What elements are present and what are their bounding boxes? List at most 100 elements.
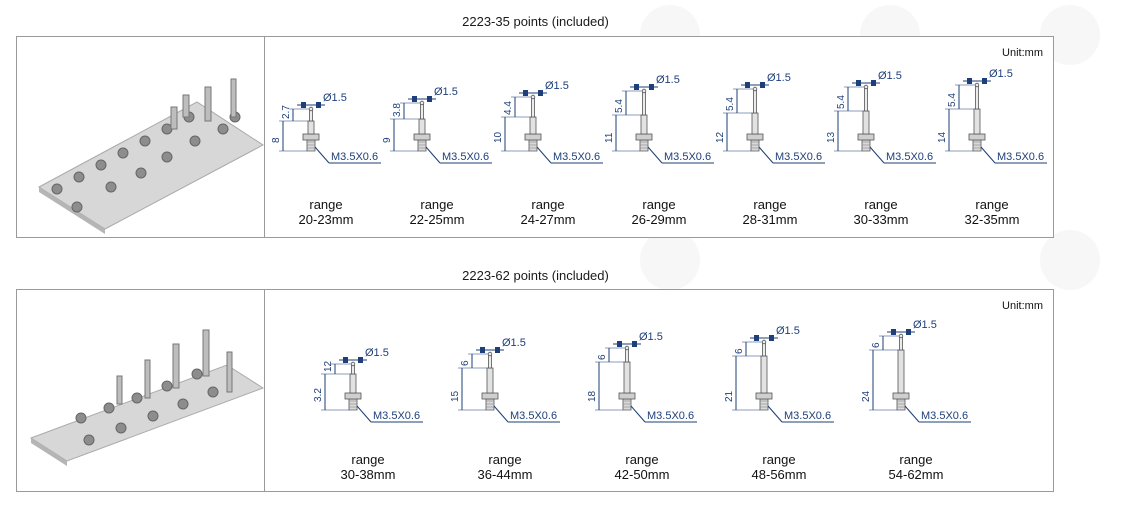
- contact-point: Ø1.5 M3.5X0.6 3.8 9 range 22-25mm: [382, 37, 496, 227]
- range-value: 42-50mm: [614, 467, 670, 482]
- range-value: 32-35mm: [964, 212, 1020, 227]
- contact-point: Ø1.5 M3.5X0.6 5.4 13 range 30-33mm: [826, 37, 940, 227]
- watermark-logo: [640, 230, 700, 290]
- tip-drawing: [869, 329, 971, 423]
- total-dimension: 24: [861, 390, 872, 402]
- total-dimension: 13: [826, 131, 837, 143]
- head-dimension: 6: [460, 360, 471, 366]
- range-word: range: [420, 197, 454, 212]
- tip-drawing: [279, 102, 381, 164]
- range-word: range: [899, 452, 933, 467]
- range-value: 30-33mm: [853, 212, 909, 227]
- total-dimension: 10: [493, 131, 504, 143]
- range-label: range 20-23mm: [271, 197, 381, 227]
- section-title: 2223-35 points (included): [462, 14, 609, 29]
- thread-label: M3.5X0.6: [442, 151, 490, 163]
- range-word: range: [975, 197, 1009, 212]
- total-dimension: 8: [271, 137, 282, 143]
- range-label: range 26-29mm: [604, 197, 714, 227]
- contact-point: Ø1.5 M3.5X0.6 2.7 8 range 20-23mm: [271, 37, 385, 227]
- range-label: range 30-38mm: [313, 452, 423, 482]
- total-dimension: 9: [382, 137, 393, 143]
- thread-label: M3.5X0.6: [373, 410, 421, 422]
- head-dimension: 12: [323, 360, 334, 372]
- range-word: range: [642, 197, 676, 212]
- range-value: 54-62mm: [888, 467, 944, 482]
- range-value: 26-29mm: [631, 212, 687, 227]
- range-word: range: [625, 452, 659, 467]
- diameter-label: Ø1.5: [989, 68, 1013, 80]
- range-label: range 30-33mm: [826, 197, 936, 227]
- contact-point: Ø1.5 M3.5X0.6 6 15 range 36-44mm: [450, 290, 564, 482]
- range-value: 30-38mm: [340, 467, 396, 482]
- range-value: 20-23mm: [298, 212, 354, 227]
- range-value: 28-31mm: [742, 212, 798, 227]
- unit-label: Unit:mm: [1002, 47, 1043, 59]
- contact-point: Ø1.5 M3.5X0.6 5.4 11 range 26-29mm: [604, 37, 718, 227]
- diameter-label: Ø1.5: [656, 74, 680, 86]
- range-label: range 24-27mm: [493, 197, 603, 227]
- contact-point: Ø1.5 M3.5X0.6 5.4 14 range 32-35mm: [937, 37, 1051, 227]
- thread-label: M3.5X0.6: [997, 151, 1045, 163]
- range-value: 48-56mm: [751, 467, 807, 482]
- thread-label: M3.5X0.6: [331, 151, 379, 163]
- head-dimension: 5.4: [725, 97, 736, 111]
- head-dimension: 6: [734, 348, 745, 354]
- diameter-label: Ø1.5: [913, 319, 937, 331]
- unit-label: Unit:mm: [1002, 300, 1043, 312]
- diameter-label: Ø1.5: [545, 80, 569, 92]
- range-word: range: [351, 452, 385, 467]
- section-title: 2223-62 points (included): [462, 268, 609, 283]
- diameter-label: Ø1.5: [639, 331, 663, 343]
- watermark-logo: [1040, 230, 1100, 290]
- total-dimension: 14: [937, 131, 948, 143]
- product-photo: [17, 290, 265, 491]
- range-word: range: [864, 197, 898, 212]
- diameter-label: Ø1.5: [502, 337, 526, 349]
- head-dimension: 2.7: [281, 105, 292, 119]
- range-label: range 22-25mm: [382, 197, 492, 227]
- thread-label: M3.5X0.6: [664, 151, 712, 163]
- diameter-label: Ø1.5: [767, 72, 791, 84]
- range-value: 22-25mm: [409, 212, 465, 227]
- contact-point: Ø1.5 M3.5X0.6 6 21 range 48-56mm: [724, 290, 838, 482]
- range-label: range 32-35mm: [937, 197, 1047, 227]
- total-dimension: 11: [604, 132, 615, 143]
- tip-drawing: [458, 347, 560, 423]
- tip-drawing: [834, 80, 936, 164]
- tip-drawing: [723, 82, 825, 164]
- tips-panel: Unit:mm Ø1.5 M3.5X0.6 2.7 8 range 20-23mm Ø1.5…: [16, 36, 1054, 238]
- thread-label: M3.5X0.6: [510, 410, 558, 422]
- contact-point: Ø1.5 M3.5X0.6 4.4 10 range 24-27mm: [493, 37, 607, 227]
- tip-drawing: [595, 341, 697, 423]
- range-word: range: [531, 197, 565, 212]
- tip-drawing: [501, 90, 603, 164]
- head-dimension: 6: [597, 354, 608, 360]
- range-label: range 54-62mm: [861, 452, 971, 482]
- total-dimension: 12: [715, 131, 726, 143]
- total-dimension: 15: [450, 390, 461, 402]
- tip-drawing: [390, 96, 492, 164]
- range-word: range: [762, 452, 796, 467]
- tip-drawing: [945, 78, 1047, 164]
- tips-panel: Unit:mm Ø1.5 M3.5X0.6 12 3.2 range 30-38mm Ø1.…: [16, 289, 1054, 492]
- head-dimension: 5.4: [836, 95, 847, 109]
- range-word: range: [309, 197, 343, 212]
- head-dimension: 4.4: [503, 101, 514, 115]
- range-word: range: [488, 452, 522, 467]
- range-label: range 36-44mm: [450, 452, 560, 482]
- range-label: range 42-50mm: [587, 452, 697, 482]
- head-dimension: 6: [871, 342, 882, 348]
- range-value: 24-27mm: [520, 212, 576, 227]
- contact-point: Ø1.5 M3.5X0.6 6 24 range 54-62mm: [861, 290, 975, 482]
- diameter-label: Ø1.5: [776, 325, 800, 337]
- tip-drawing: [732, 335, 834, 423]
- thread-label: M3.5X0.6: [886, 151, 934, 163]
- thread-label: M3.5X0.6: [784, 410, 832, 422]
- head-dimension: 5.4: [947, 93, 958, 107]
- head-dimension: 3.8: [392, 103, 403, 117]
- head-dimension: 5.4: [614, 99, 625, 113]
- thread-label: M3.5X0.6: [775, 151, 823, 163]
- total-dimension: 3.2: [313, 388, 324, 402]
- total-dimension: 18: [587, 390, 598, 402]
